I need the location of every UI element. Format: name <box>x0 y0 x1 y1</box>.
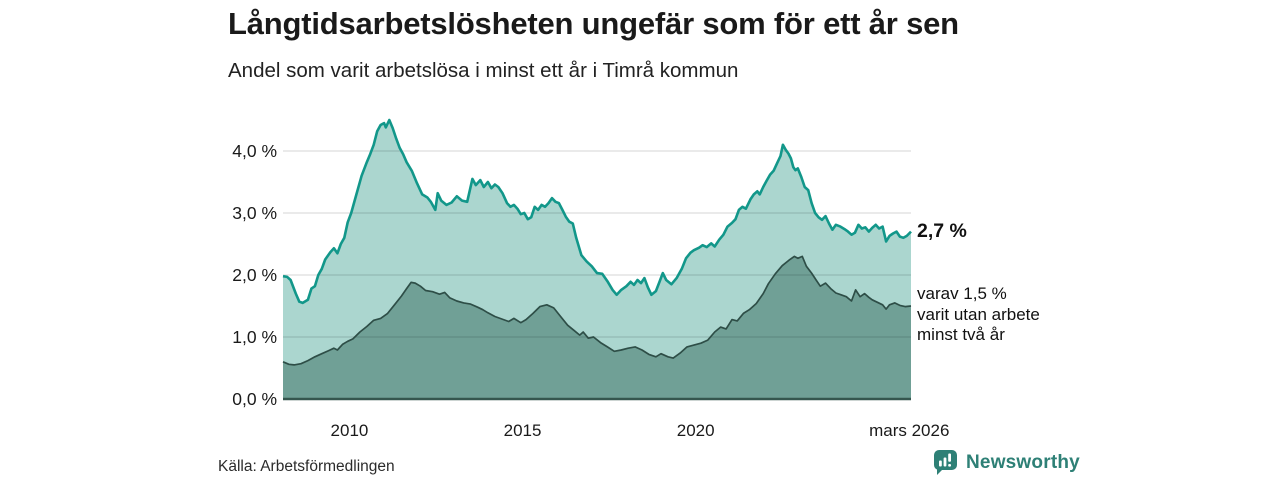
latest-value-label: 2,7 % <box>917 220 967 242</box>
y-tick-label: 4,0 % <box>232 141 277 161</box>
source-attribution: Källa: Arbetsförmedlingen <box>218 458 395 475</box>
x-tick-label: mars 2026 <box>869 421 950 440</box>
x-tick-label: 2015 <box>503 421 542 440</box>
y-tick-label: 0,0 % <box>232 389 277 409</box>
page-title: Långtidsarbetslösheten ungefär som för e… <box>228 6 959 41</box>
x-tick-label: 2020 <box>676 421 715 440</box>
line-one-year <box>282 118 912 305</box>
newsworthy-logo-icon <box>933 449 959 476</box>
area-fill-two-year <box>283 256 911 399</box>
y-tick-label: 1,0 % <box>232 327 277 347</box>
newsworthy-branding: Newsworthy <box>933 449 1080 476</box>
x-tick-label: 2010 <box>330 421 369 440</box>
annotation-secondary: varav 1,5 % varit utan arbete minst två … <box>917 284 1040 344</box>
y-tick-label: 3,0 % <box>232 203 277 223</box>
line-two-year <box>282 255 912 366</box>
y-tick-label: 2,0 % <box>232 265 277 285</box>
area-chart <box>282 118 912 401</box>
newsworthy-wordmark: Newsworthy <box>966 451 1080 473</box>
chart-subtitle: Andel som varit arbetslösa i minst ett å… <box>228 59 739 82</box>
